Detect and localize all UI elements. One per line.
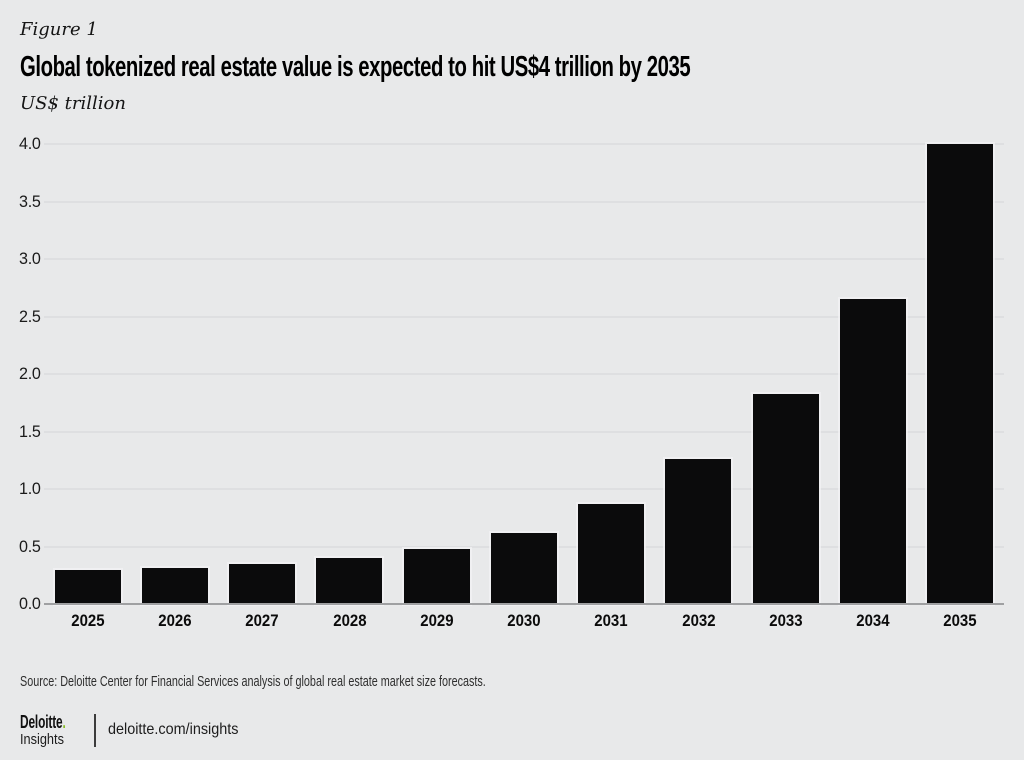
figure-label-text: Figure 1 [20,19,98,40]
x-axis-labels: 2025 2026 2027 2028 2029 2030 2031 2032 2033 2034… [44,609,1004,633]
gridline-2.5: 2.5 [19,307,1004,326]
y-tick-label-1.0: 1.0 [19,479,41,498]
chart-title: Global tokenized real estate value is ex… [20,50,1004,84]
x-tick-label-2034: 2034 [829,609,916,633]
footer-url: deloitte.com/insights [108,721,253,739]
x-tick-text-2031: 2031 [594,611,628,630]
plot-area: 0.0 0.5 1.0 1.5 2.0 2.5 3.0 3.5 4.0 [19,134,1004,613]
footer-divider [94,713,96,747]
x-tick-text-2030: 2030 [507,611,541,630]
chart-unit-text: US$ trillion [20,93,126,114]
bar-slot-2025 [44,144,131,604]
bar-2035 [927,144,994,604]
bar-slot-2035 [917,144,1004,604]
chart-unit-label: US$ trillion [20,92,1004,116]
y-tick-label-0.5: 0.5 [19,536,41,556]
x-tick-text-2026: 2026 [158,611,192,630]
x-tick-label-2027: 2027 [219,609,306,633]
source-note-text: Source: Deloitte Center for Financial Se… [20,673,486,690]
y-tick-label-0.0: 0.0 [19,594,41,613]
bar-2028 [316,558,383,604]
x-tick-label-2025: 2025 [44,609,131,633]
x-axis-line: 0.0 [19,594,1004,613]
bar-2025 [54,569,121,604]
y-tick-label-2.5: 2.5 [19,306,41,326]
x-tick-text-2028: 2028 [332,611,367,630]
insights-wordmark-text: Insights [20,731,64,748]
gridline-3.5: 3.5 [19,192,1004,211]
bar-slot-2029 [393,144,480,604]
source-note: Source: Deloitte Center for Financial Se… [20,673,1004,691]
y-tick-label-2.0: 2.0 [19,364,41,383]
bar-slot-2027 [219,144,306,604]
x-tick-label-2035: 2035 [917,609,1004,633]
bar-slot-2026 [131,144,218,604]
x-tick-label-2028: 2028 [306,609,393,633]
x-tick-text-2034: 2034 [856,611,890,630]
bar-slot-2031 [568,144,655,604]
footer: Deloitte. Insights deloitte.com/insights [20,713,1004,747]
bar-2033 [752,393,819,604]
x-tick-text-2032: 2032 [681,611,716,630]
gridline-2.0: 2.0 [19,364,1004,383]
bar-chart: 0.0 0.5 1.0 1.5 2.0 2.5 3.0 3.5 4.0 2025 2026 2027… [19,134,1004,633]
bar-slot-2033 [742,144,829,604]
bar-slot-2028 [306,144,393,604]
x-tick-label-2030: 2030 [480,609,567,633]
bar-2032 [665,459,732,604]
deloitte-wordmark: Deloitte. [20,713,69,731]
footer-url-text: deloitte.com/insights [108,721,239,738]
x-tick-text-2027: 2027 [245,611,279,630]
bar-2029 [403,548,470,604]
deloitte-insights-logo: Deloitte. Insights [20,713,94,747]
y-tick-label-1.5: 1.5 [19,421,41,441]
y-tick-label-3.0: 3.0 [19,249,41,268]
insights-wordmark: Insights [20,732,83,747]
bar-2034 [840,299,907,604]
x-tick-text-2029: 2029 [420,611,454,630]
bar-slot-2032 [655,144,742,604]
figure-label: Figure 1 [20,18,1004,42]
bar-2026 [141,568,208,604]
x-tick-text-2033: 2033 [769,611,803,630]
x-tick-text-2025: 2025 [70,611,105,630]
gridline-1.5: 1.5 [19,422,1004,441]
x-tick-label-2033: 2033 [742,609,829,633]
bar-2031 [578,503,645,604]
gridline-1.0: 1.0 [19,479,1004,498]
chart-title-text: Global tokenized real estate value is ex… [20,51,691,83]
x-tick-label-2031: 2031 [568,609,655,633]
deloitte-green-dot: . [62,712,66,732]
x-tick-label-2026: 2026 [131,609,218,633]
x-tick-label-2032: 2032 [655,609,742,633]
deloitte-wordmark-text: Deloitte [20,712,63,732]
gridline-3.0: 3.0 [19,249,1004,268]
x-tick-label-2029: 2029 [393,609,480,633]
bar-2030 [490,532,557,604]
gridline-4.0: 4.0 [19,134,1004,153]
bars-container [44,144,1004,604]
bar-slot-2030 [480,144,567,604]
y-tick-label-4.0: 4.0 [19,134,41,153]
x-tick-text-2035: 2035 [943,611,977,630]
y-tick-label-3.5: 3.5 [19,191,41,211]
bar-slot-2034 [829,144,916,604]
bar-2027 [229,563,296,604]
